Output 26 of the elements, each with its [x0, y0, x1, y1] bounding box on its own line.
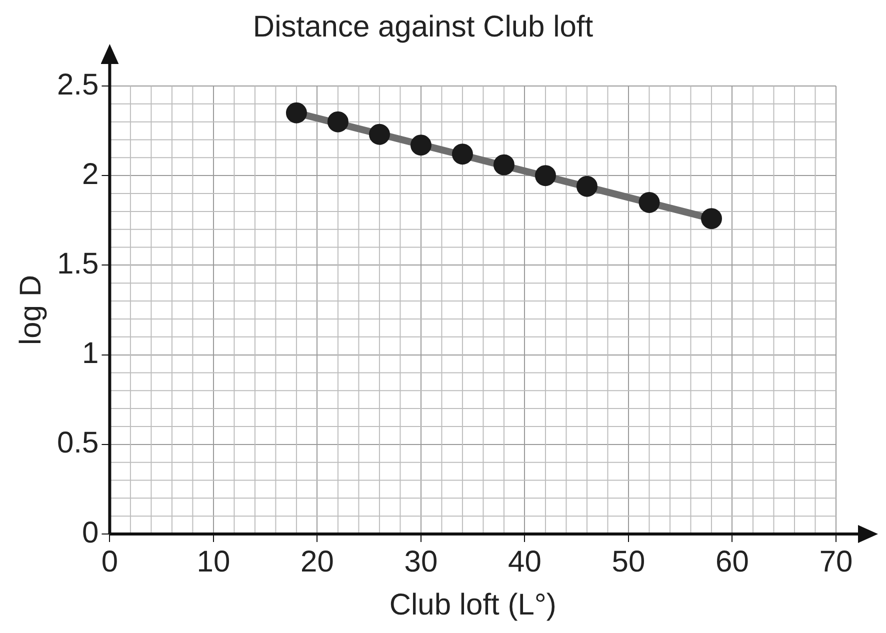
y-tick-label: 2: [82, 158, 99, 191]
point: [368, 124, 390, 145]
y-tick-label: 1: [82, 337, 99, 370]
x-tick-label: 60: [716, 545, 749, 578]
x-tick-label: 50: [612, 545, 646, 578]
point: [534, 165, 556, 186]
point: [410, 134, 432, 156]
chart-title: Distance against Club loft: [252, 10, 594, 44]
y-axis-title: log D: [14, 274, 48, 346]
y-tick-label: 0.5: [56, 426, 99, 460]
x-tick-label: 20: [300, 545, 334, 578]
x-tick-label: 70: [819, 545, 853, 578]
x-tick-label: 40: [508, 545, 542, 578]
y-tick-label: 0: [82, 516, 99, 550]
x-tick-label: 30: [404, 545, 438, 578]
point: [700, 208, 722, 230]
point: [452, 144, 473, 165]
x-tick-label: 10: [196, 545, 230, 578]
point: [576, 176, 598, 197]
y-tick-label: 2.5: [56, 68, 99, 102]
point: [638, 192, 660, 213]
point: [327, 111, 348, 132]
x-axis-title: Club loft (L°): [389, 588, 556, 622]
y-tick-label: 1.5: [56, 247, 99, 280]
point: [286, 102, 307, 124]
point: [493, 154, 514, 176]
